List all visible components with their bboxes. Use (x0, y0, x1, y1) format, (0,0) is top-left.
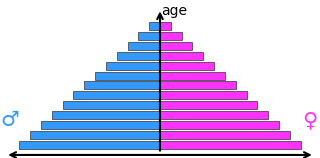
Bar (149, 22, 160, 30)
Bar (160, 62, 214, 70)
Bar (160, 72, 225, 80)
Bar (160, 111, 268, 119)
Bar (41, 121, 160, 129)
Bar (160, 42, 192, 50)
Bar (74, 91, 160, 99)
Bar (138, 32, 160, 40)
Bar (95, 72, 160, 80)
Bar (63, 101, 160, 109)
Text: ♂: ♂ (0, 110, 19, 130)
Bar (30, 131, 160, 139)
Bar (84, 81, 160, 89)
Text: age: age (162, 4, 188, 18)
Bar (160, 121, 279, 129)
Bar (160, 22, 171, 30)
Bar (52, 111, 160, 119)
Bar (160, 91, 246, 99)
Bar (160, 52, 203, 60)
Text: ♀: ♀ (303, 110, 318, 130)
Bar (160, 131, 290, 139)
Bar (160, 101, 257, 109)
Bar (160, 81, 236, 89)
Bar (160, 141, 300, 149)
Bar (128, 42, 160, 50)
Bar (160, 32, 182, 40)
Bar (117, 52, 160, 60)
Bar (20, 141, 160, 149)
Bar (106, 62, 160, 70)
